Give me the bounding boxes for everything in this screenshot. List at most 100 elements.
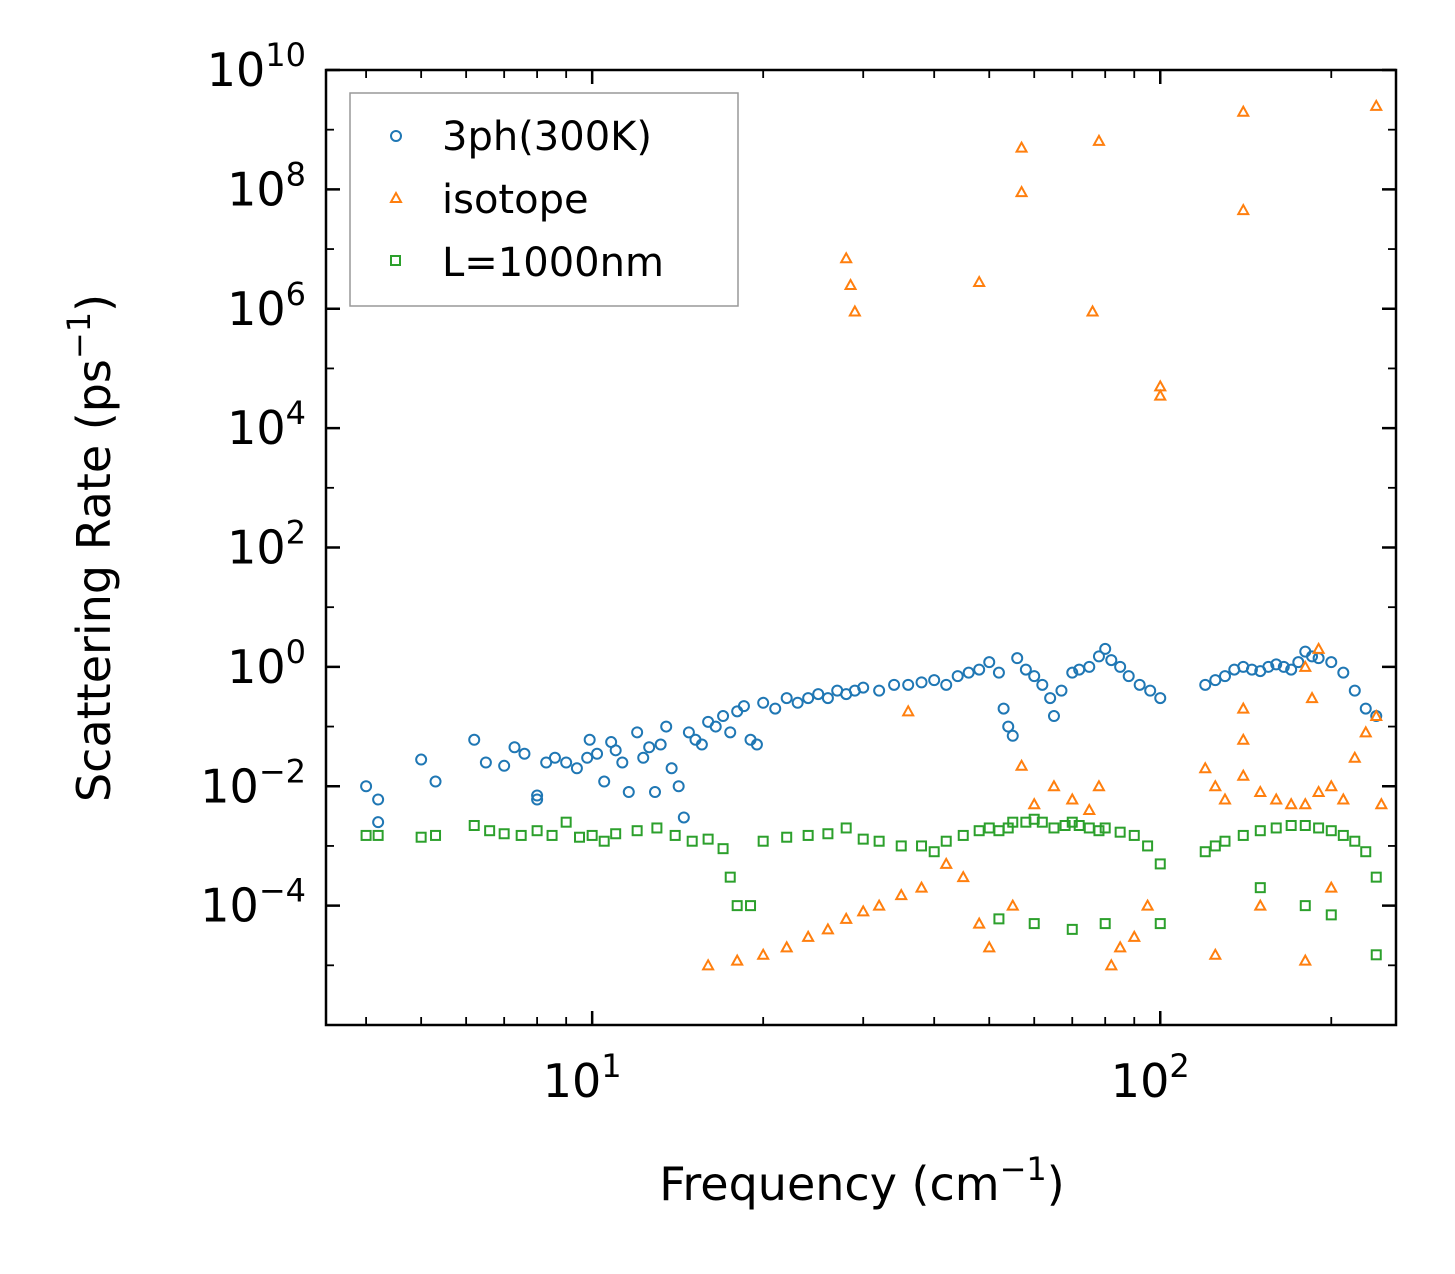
y-tick-label-exp: −4 xyxy=(259,872,306,910)
point-isotope xyxy=(1324,880,1338,893)
point-l1000nm xyxy=(1209,840,1221,852)
point-l1000nm xyxy=(546,829,558,841)
point-l1000nm xyxy=(1142,840,1154,852)
point-isotope xyxy=(901,704,915,717)
point-l1000nm xyxy=(1270,822,1282,834)
point-isotope xyxy=(1092,779,1106,792)
point-3ph xyxy=(498,759,511,772)
point-3ph xyxy=(951,670,964,683)
point-isotope xyxy=(1236,732,1250,745)
y-axis-label-sup: −1 xyxy=(60,312,98,359)
point-l1000nm xyxy=(1099,822,1111,834)
point-3ph xyxy=(757,696,770,709)
point-isotope xyxy=(1153,388,1167,401)
point-l1000nm xyxy=(631,825,643,837)
point-3ph xyxy=(1359,702,1372,715)
point-3ph xyxy=(769,702,782,715)
point-3ph xyxy=(531,789,544,802)
y-tick-label-base: 10 xyxy=(200,759,259,813)
point-3ph xyxy=(415,753,428,766)
point-isotope xyxy=(1208,779,1223,792)
point-isotope xyxy=(1298,659,1312,672)
point-3ph xyxy=(677,811,690,824)
point-l1000nm xyxy=(560,816,572,828)
y-tick-label-exp: 2 xyxy=(286,514,306,552)
point-3ph xyxy=(1262,660,1275,673)
point-3ph xyxy=(1218,670,1231,683)
point-l1000nm xyxy=(1325,825,1337,837)
point-isotope xyxy=(1027,797,1041,810)
point-isotope xyxy=(1082,802,1096,816)
point-l1000nm xyxy=(1370,949,1382,961)
point-3ph xyxy=(570,762,583,775)
point-l1000nm xyxy=(1219,835,1231,847)
point-l1000nm xyxy=(1066,816,1078,828)
legend-label-3ph: 3ph(300K) xyxy=(442,114,652,160)
point-3ph xyxy=(1154,692,1167,705)
point-3ph xyxy=(1144,684,1157,697)
point-3ph xyxy=(873,684,886,697)
y-tick-label: 102 xyxy=(227,514,306,575)
point-3ph xyxy=(1285,663,1298,676)
point-isotope xyxy=(848,304,862,317)
point-3ph xyxy=(622,786,635,799)
point-3ph xyxy=(660,720,673,733)
point-3ph xyxy=(609,744,622,757)
point-isotope xyxy=(839,251,853,264)
point-3ph xyxy=(888,678,901,691)
point-3ph xyxy=(717,710,730,723)
point-isotope xyxy=(1113,940,1127,953)
point-3ph xyxy=(540,756,553,769)
point-isotope xyxy=(1047,779,1061,792)
point-3ph xyxy=(1099,642,1112,655)
point-3ph xyxy=(682,726,695,739)
point-isotope xyxy=(972,275,986,288)
point-isotope xyxy=(1198,761,1212,774)
point-l1000nm xyxy=(1048,822,1060,834)
point-l1000nm xyxy=(574,831,586,843)
point-isotope xyxy=(1236,768,1250,781)
point-3ph xyxy=(1066,666,1079,679)
point-3ph xyxy=(709,720,722,733)
point-l1000nm xyxy=(515,829,527,841)
y-tick-label-exp: 8 xyxy=(286,155,306,193)
point-l1000nm xyxy=(484,825,496,837)
point-l1000nm xyxy=(1237,829,1249,841)
point-l1000nm xyxy=(983,822,995,834)
y-axis-label-end: ) xyxy=(67,294,121,312)
point-isotope xyxy=(1208,947,1223,960)
point-l1000nm xyxy=(1114,826,1126,838)
point-3ph xyxy=(479,756,492,769)
x-tick-label-base: 10 xyxy=(1111,1054,1170,1108)
point-3ph xyxy=(1114,660,1127,673)
point-l1000nm xyxy=(1285,819,1297,831)
y-tick-label: 106 xyxy=(227,275,306,336)
point-3ph xyxy=(548,751,561,764)
point-l1000nm xyxy=(360,829,372,841)
point-3ph xyxy=(1209,674,1222,687)
y-tick-label-base: 10 xyxy=(227,401,286,455)
point-3ph xyxy=(631,726,644,739)
point-3ph xyxy=(637,751,650,764)
point-3ph xyxy=(1348,684,1361,697)
point-isotope xyxy=(1127,929,1141,942)
y-tick-label: 10−4 xyxy=(200,872,306,933)
point-isotope xyxy=(839,911,853,924)
x-tick-label: 102 xyxy=(1111,1047,1190,1108)
y-tick-label-base: 10 xyxy=(207,43,266,97)
point-3ph xyxy=(1292,656,1305,669)
y-axis-label: Scattering Rate (ps−1) xyxy=(60,294,121,802)
point-3ph xyxy=(468,733,481,746)
point-3ph xyxy=(1133,678,1146,691)
point-l1000nm xyxy=(973,825,985,837)
point-l1000nm xyxy=(724,871,736,883)
point-isotope xyxy=(1104,958,1118,971)
point-l1000nm xyxy=(1370,871,1382,883)
point-l1000nm xyxy=(802,829,814,841)
point-isotope xyxy=(1236,701,1250,714)
y-tick-label: 1010 xyxy=(207,36,306,97)
point-3ph xyxy=(780,692,793,705)
point-l1000nm xyxy=(651,822,663,834)
x-tick-label-exp: 1 xyxy=(601,1047,621,1085)
